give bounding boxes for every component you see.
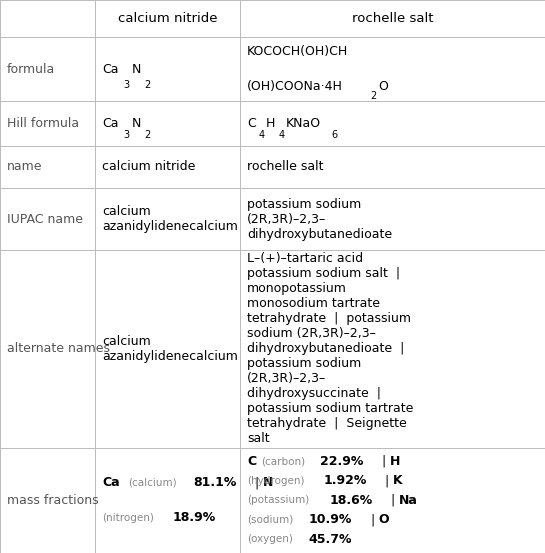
Text: |: | — [370, 513, 374, 526]
Text: Na: Na — [399, 494, 417, 507]
Text: 18.6%: 18.6% — [329, 494, 373, 507]
Text: Ca: Ca — [102, 476, 120, 489]
Text: (nitrogen): (nitrogen) — [102, 513, 154, 523]
Text: |: | — [255, 476, 259, 489]
Text: (OH)COONa·4H: (OH)COONa·4H — [247, 80, 343, 93]
Text: IUPAC name: IUPAC name — [7, 212, 83, 226]
Text: 4: 4 — [258, 129, 264, 139]
Text: KNaO: KNaO — [286, 117, 321, 130]
Text: calcium
azanidylidenecalcium: calcium azanidylidenecalcium — [102, 205, 238, 233]
Text: 6: 6 — [331, 129, 337, 139]
Text: (potassium): (potassium) — [247, 495, 309, 505]
Text: 45.7%: 45.7% — [308, 533, 352, 546]
Text: L–(+)–tartaric acid
potassium sodium salt  |
monopotassium
monosodium tartrate
t: L–(+)–tartaric acid potassium sodium sal… — [247, 252, 413, 445]
Text: mass fractions: mass fractions — [7, 494, 99, 507]
Text: N: N — [263, 476, 274, 489]
Text: alternate names: alternate names — [7, 342, 110, 356]
Text: Ca: Ca — [102, 117, 119, 130]
Text: 10.9%: 10.9% — [308, 513, 352, 526]
Text: N: N — [132, 117, 141, 130]
Text: K: K — [393, 474, 402, 487]
Text: rochelle salt: rochelle salt — [247, 160, 323, 173]
Text: 2: 2 — [144, 129, 150, 139]
Text: potassium sodium
(2R,3R)–2,3–
dihydroxybutanedioate: potassium sodium (2R,3R)–2,3– dihydroxyb… — [247, 197, 392, 241]
Text: rochelle salt: rochelle salt — [352, 12, 433, 25]
Text: H: H — [390, 455, 400, 468]
Text: 3: 3 — [124, 80, 130, 90]
Text: KOCOCH(OH)CH: KOCOCH(OH)CH — [247, 45, 348, 58]
Text: |: | — [382, 455, 386, 468]
Text: N: N — [132, 62, 141, 76]
Text: H: H — [266, 117, 275, 130]
Text: Ca: Ca — [102, 62, 119, 76]
Text: 2: 2 — [371, 91, 377, 101]
Text: calcium
azanidylidenecalcium: calcium azanidylidenecalcium — [102, 335, 238, 363]
Text: calcium nitride: calcium nitride — [118, 12, 217, 25]
Text: calcium nitride: calcium nitride — [102, 160, 196, 173]
Text: 81.1%: 81.1% — [193, 476, 237, 489]
Text: (calcium): (calcium) — [128, 478, 177, 488]
Text: O: O — [379, 80, 389, 93]
Text: name: name — [7, 160, 43, 173]
Text: (oxygen): (oxygen) — [247, 534, 293, 544]
Text: 18.9%: 18.9% — [172, 511, 215, 524]
Text: C: C — [247, 117, 256, 130]
Text: Hill formula: Hill formula — [7, 117, 79, 130]
Text: 4: 4 — [278, 129, 284, 139]
Text: (sodium): (sodium) — [247, 515, 293, 525]
Text: (carbon): (carbon) — [261, 456, 305, 466]
Text: 2: 2 — [144, 80, 150, 90]
Text: 1.92%: 1.92% — [323, 474, 367, 487]
Text: |: | — [391, 494, 395, 507]
Text: (hydrogen): (hydrogen) — [247, 476, 305, 486]
Text: O: O — [378, 513, 389, 526]
Text: formula: formula — [7, 62, 56, 76]
Text: C: C — [247, 455, 256, 468]
Text: 3: 3 — [124, 129, 130, 139]
Text: 22.9%: 22.9% — [320, 455, 364, 468]
Text: |: | — [385, 474, 389, 487]
